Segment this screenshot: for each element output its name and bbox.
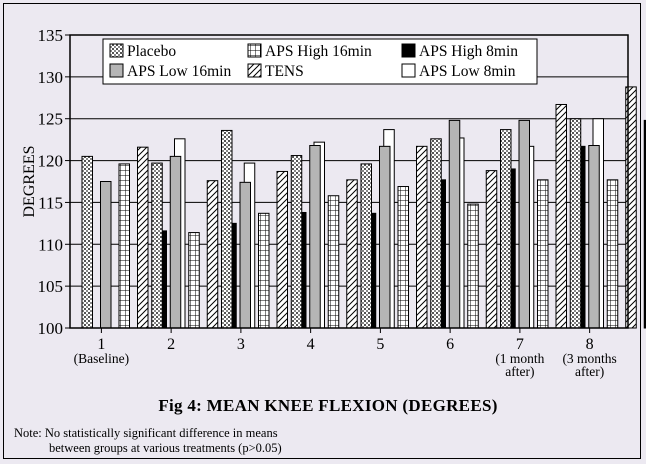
legend-tens-label: TENS	[265, 63, 304, 80]
legend-aps-low-8min-label: APS Low 8min	[419, 63, 516, 80]
plot-border	[69, 34, 629, 329]
bar-placebo	[81, 155, 93, 329]
y-tick-label: 110	[38, 235, 63, 254]
bar-aps-low-16min	[588, 145, 600, 329]
x-tick-label: 1	[97, 336, 105, 353]
x-tick-sublabel: (Baseline)	[74, 351, 129, 366]
y-tick-label: 115	[38, 193, 63, 212]
x-tick-sublabel: (3 months	[562, 351, 616, 366]
bar-tens	[416, 145, 428, 329]
x-tick-label: 3	[237, 336, 245, 353]
bar-tens	[625, 86, 637, 329]
bar-aps-high-16min	[188, 232, 200, 329]
y-tick-label: 125	[38, 110, 64, 129]
bar-aps-low-16min	[518, 119, 530, 329]
bar-tens	[276, 170, 288, 329]
legend-aps-high-8min-label: APS High 8min	[419, 43, 518, 60]
bar-tens	[485, 170, 498, 329]
note-line-1: Note: No statistically significant diffe…	[14, 426, 278, 440]
legend-aps-high-16min-swatch	[247, 43, 262, 58]
chart-title: Fig 4: MEAN KNEE FLEXION (DEGREES)	[158, 396, 497, 415]
legend-aps-high-16min-label: APS High 16min	[265, 43, 372, 60]
bar-aps-high-16min	[118, 163, 130, 329]
bar-aps-low-16min	[169, 155, 182, 329]
bar-placebo	[430, 138, 442, 329]
legend-aps-low-8min-swatch	[401, 63, 416, 78]
legend-placebo-label: Placebo	[127, 43, 176, 60]
bar-tens	[555, 103, 567, 329]
bar-tens	[206, 180, 219, 329]
x-tick-label: 8	[586, 336, 594, 353]
bar-aps-high-16min	[327, 195, 340, 329]
legend: Placebo APS High 16min APS High 8min APS Lo…	[102, 38, 538, 85]
bar-aps-low-16min	[100, 181, 112, 329]
y-tick-label: 105	[38, 277, 64, 296]
bar-placebo	[290, 155, 303, 329]
legend-placebo-swatch	[109, 43, 124, 58]
bar-placebo	[221, 129, 233, 329]
x-tick-sublabel: after)	[505, 364, 534, 379]
bars	[81, 86, 646, 329]
bar-aps-high-8min	[643, 119, 646, 329]
bar-aps-low-16min	[448, 119, 461, 329]
y-axis-label: DEGREES	[21, 146, 38, 218]
note-line-2: between groups at various treatments (p>…	[49, 441, 282, 455]
x-tick-label: 5	[376, 336, 384, 353]
x-tick-label: 4	[307, 336, 315, 353]
x-tick-label: 6	[446, 336, 454, 353]
bar-aps-low-16min	[379, 145, 391, 329]
bar-tens	[137, 146, 149, 329]
y-tick-label: 130	[38, 68, 64, 87]
x-tick-sublabel: (1 month	[495, 351, 544, 366]
x-tick-label: 7	[516, 336, 524, 353]
y-tick-label: 100	[38, 319, 64, 338]
legend-aps-high-8min-swatch	[401, 43, 416, 58]
bar-aps-high-16min	[467, 203, 479, 329]
x-tick-label: 2	[167, 336, 175, 353]
bar-placebo	[360, 163, 372, 329]
y-tick-label: 135	[38, 26, 64, 45]
bar-placebo	[500, 129, 512, 329]
legend-tens-swatch	[247, 63, 262, 78]
bar-aps-high-16min	[258, 212, 270, 329]
bar-aps-high-16min	[606, 179, 619, 329]
bar-aps-low-16min	[309, 145, 321, 329]
bar-aps-high-16min	[537, 179, 549, 329]
bar-aps-low-16min	[239, 181, 251, 329]
bar-tens	[346, 179, 358, 329]
bar-placebo	[569, 118, 582, 329]
y-tick-label: 120	[38, 152, 64, 171]
y-axis-ticks: 100 105 110 115 120 125 130 135	[38, 26, 70, 338]
legend-box	[102, 38, 538, 85]
x-tick-sublabel: after)	[575, 364, 604, 379]
legend-aps-low-16min-swatch	[109, 63, 124, 78]
bar-aps-high-16min	[397, 186, 409, 329]
legend-aps-low-16min-label: APS Low 16min	[127, 63, 231, 80]
bar-placebo	[151, 162, 163, 329]
